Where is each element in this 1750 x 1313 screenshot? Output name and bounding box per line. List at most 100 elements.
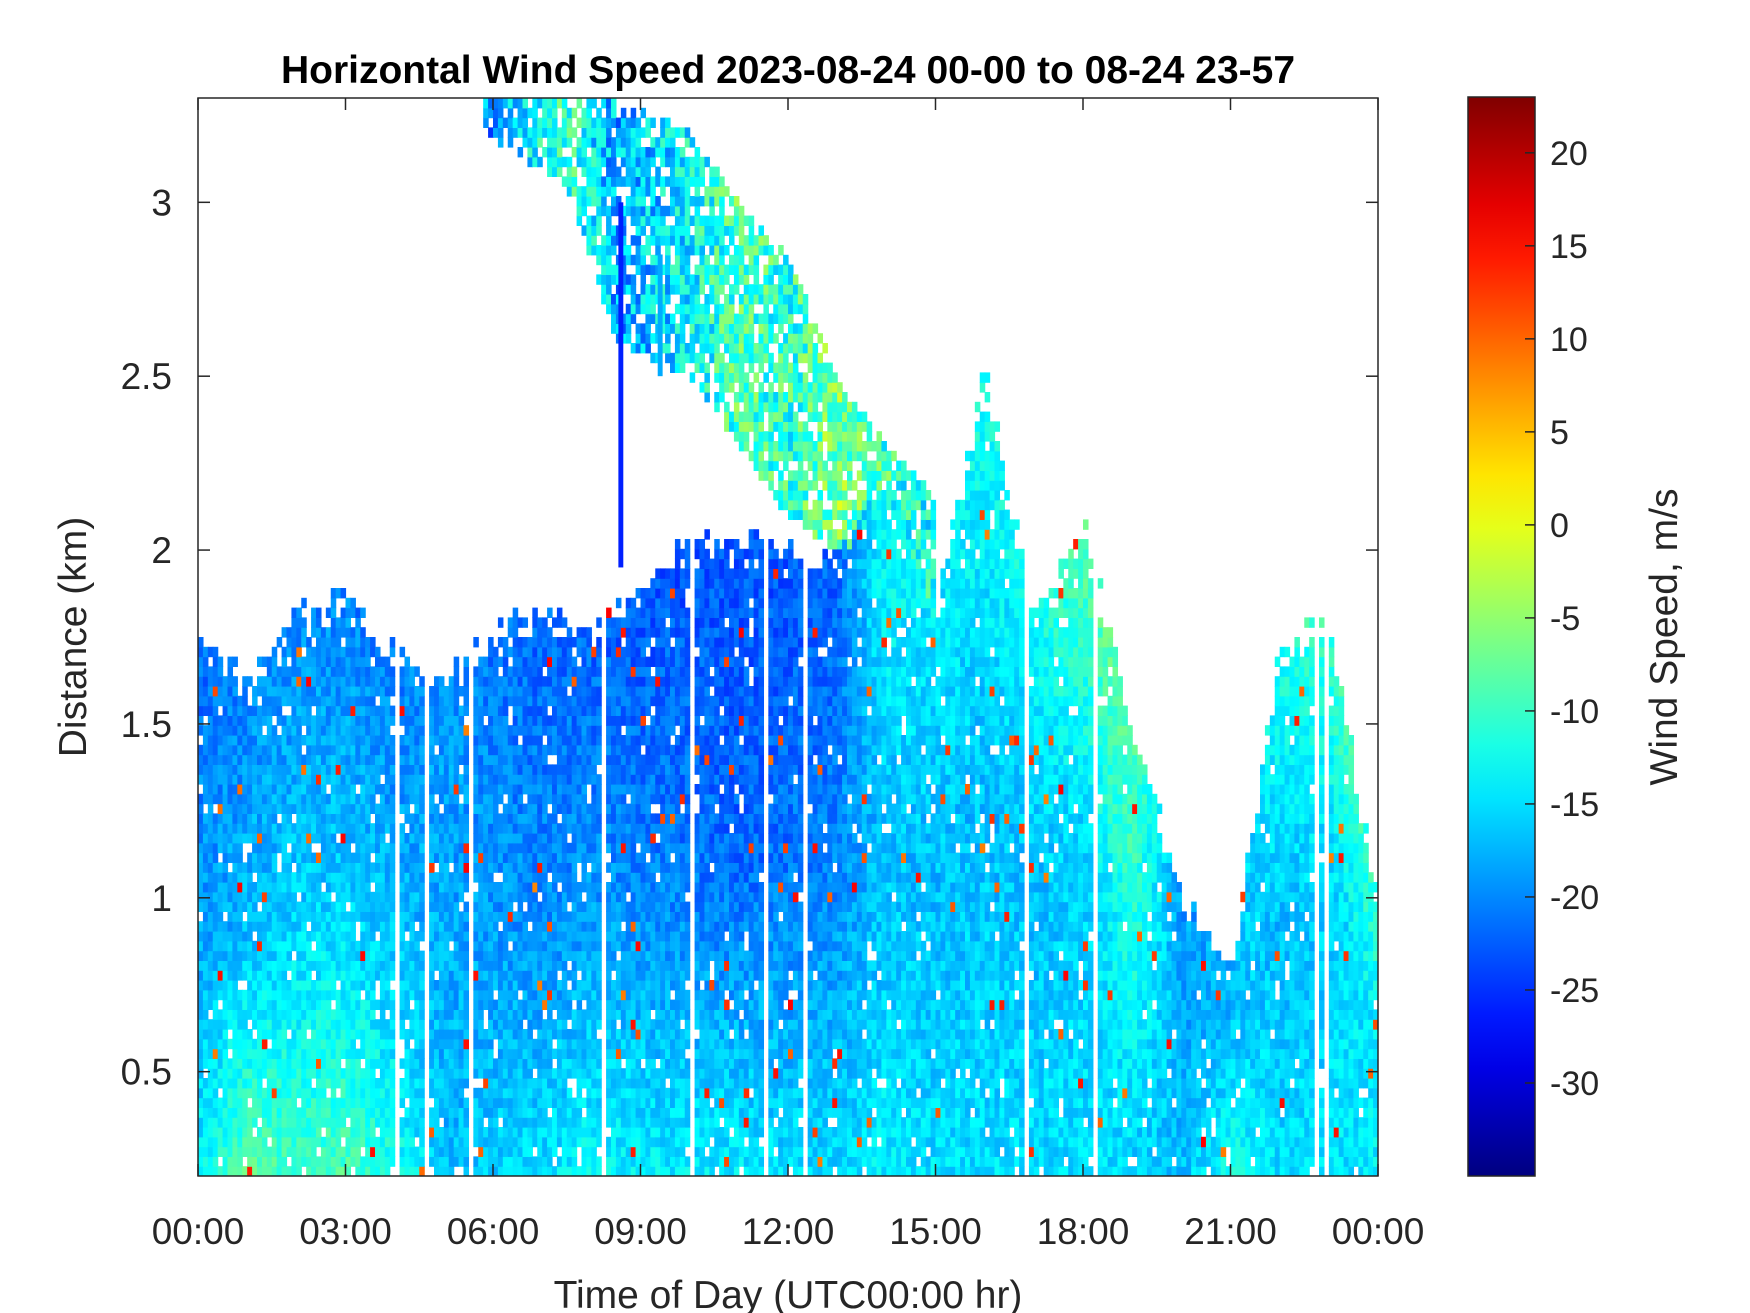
heatmap-cell: [542, 960, 548, 971]
heatmap-cell: [345, 656, 352, 667]
heatmap-cell: [271, 686, 278, 697]
heatmap-cell: [389, 813, 396, 824]
heatmap-cell: [271, 891, 278, 903]
heatmap-cell: [556, 1166, 563, 1176]
heatmap-cell: [645, 284, 651, 295]
heatmap-cell: [434, 1009, 440, 1020]
heatmap-cell: [635, 1009, 642, 1020]
heatmap-cell: [345, 715, 352, 726]
heatmap-cell: [311, 911, 317, 922]
heatmap-cell: [571, 1029, 578, 1040]
heatmap-cell: [301, 852, 307, 863]
heatmap-cell: [414, 813, 420, 824]
heatmap-cell: [365, 784, 371, 795]
heatmap-cell: [596, 666, 602, 677]
heatmap-cell: [483, 1029, 489, 1040]
heatmap-cell: [611, 1019, 617, 1030]
heatmap-cell: [537, 784, 543, 795]
heatmap-cell: [404, 666, 411, 677]
heatmap-cell: [473, 1048, 479, 1059]
heatmap-cell: [502, 1019, 509, 1030]
heatmap-cell: [291, 911, 297, 922]
heatmap-cell: [375, 725, 381, 736]
heatmap-cell: [365, 1058, 371, 1069]
heatmap-cell: [586, 627, 592, 638]
heatmap-cell: [606, 284, 612, 295]
heatmap-cell: [640, 617, 647, 628]
heatmap-cell: [335, 950, 342, 961]
heatmap-cell: [212, 931, 219, 942]
heatmap-cell: [483, 842, 489, 854]
heatmap-cell: [301, 1117, 307, 1128]
heatmap-cell: [438, 1107, 445, 1118]
heatmap-cell: [355, 872, 361, 883]
heatmap-cell: [542, 901, 548, 912]
heatmap-cell: [399, 921, 406, 932]
heatmap-cell: [556, 891, 563, 903]
heatmap-cell: [399, 901, 406, 912]
heatmap-cell: [384, 735, 391, 746]
heatmap-cell: [620, 274, 627, 285]
heatmap-cell: [207, 686, 214, 697]
heatmap-cell: [635, 196, 642, 207]
heatmap-cell: [596, 989, 602, 1001]
heatmap-cell: [217, 803, 224, 814]
heatmap-cell: [261, 744, 268, 756]
heatmap-cell: [429, 705, 435, 716]
heatmap-cell: [527, 980, 533, 991]
heatmap-cell: [345, 754, 352, 765]
heatmap-cell: [527, 1058, 533, 1069]
heatmap-cell: [615, 921, 622, 932]
heatmap-cell: [620, 215, 627, 226]
heatmap-cell: [409, 1029, 415, 1040]
heatmap-cell: [375, 1029, 381, 1040]
heatmap-cell: [502, 1136, 509, 1148]
heatmap-cell: [542, 911, 548, 922]
heatmap-cell: [542, 627, 548, 638]
heatmap-cell: [493, 695, 499, 707]
heatmap-cell: [438, 1019, 445, 1030]
heatmap-cell: [291, 656, 297, 667]
heatmap-cell: [257, 1019, 263, 1030]
heatmap-cell: [276, 686, 283, 697]
heatmap-cell: [350, 950, 356, 961]
heatmap-cell: [365, 686, 371, 697]
heatmap-cell: [507, 695, 514, 707]
heatmap-cell: [212, 813, 219, 824]
heatmap-cell: [586, 637, 592, 648]
heatmap-cell: [552, 695, 558, 707]
heatmap-cell: [497, 1156, 504, 1167]
heatmap-cell: [566, 176, 573, 187]
heatmap-cell: [217, 1078, 224, 1089]
heatmap-cell: [355, 891, 361, 903]
heatmap-cell: [512, 970, 519, 981]
heatmap-cell: [566, 127, 573, 138]
heatmap-cell: [330, 705, 337, 716]
heatmap-cell: [375, 764, 381, 775]
heatmap-cell: [301, 764, 307, 775]
heatmap-cell: [463, 1146, 470, 1157]
heatmap-cell: [542, 793, 548, 805]
heatmap-cell: [645, 313, 651, 324]
heatmap-cell: [207, 813, 214, 824]
heatmap-cell: [596, 882, 602, 893]
heatmap-cell: [473, 695, 479, 707]
heatmap-cell: [591, 1127, 597, 1138]
heatmap-cell: [556, 852, 563, 863]
heatmap-cell: [596, 911, 602, 922]
heatmap-cell: [257, 823, 263, 834]
heatmap-cell: [443, 911, 450, 922]
heatmap-cell: [620, 852, 627, 863]
heatmap-cell: [384, 901, 391, 912]
heatmap-cell: [537, 1058, 543, 1069]
heatmap-cell: [301, 627, 307, 638]
heatmap-cell: [497, 1009, 504, 1020]
heatmap-cell: [414, 1078, 420, 1089]
heatmap-cell: [552, 999, 558, 1010]
heatmap-cell: [566, 627, 573, 638]
heatmap-cell: [198, 1127, 204, 1138]
heatmap-cell: [202, 744, 209, 756]
heatmap-cell: [483, 117, 489, 128]
heatmap-cell: [242, 744, 248, 756]
heatmap-cell: [625, 637, 632, 648]
